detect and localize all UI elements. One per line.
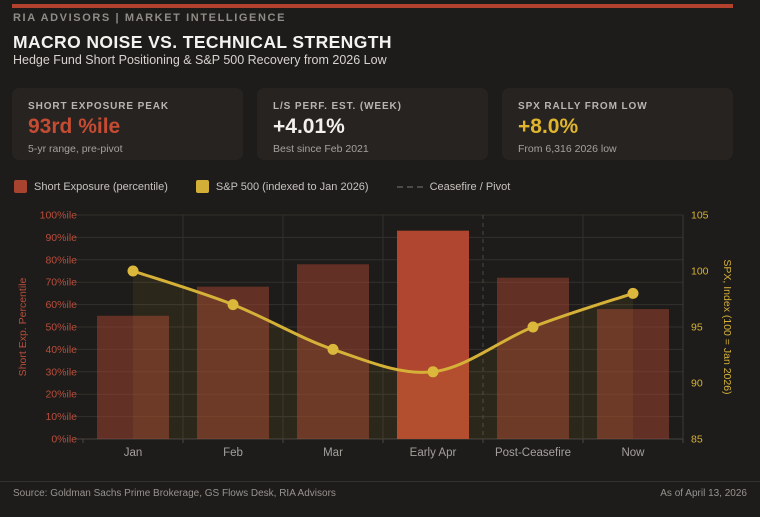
stat-card-spx-rally: SPX RALLY FROM LOW +8.0% From 6,316 2026…	[502, 88, 733, 160]
sp500-point-Post-Ceasefire	[527, 321, 539, 333]
line-series-swatch-icon	[195, 180, 209, 193]
footer-divider	[0, 481, 760, 482]
legend-label: Ceasefire / Pivot	[429, 180, 511, 193]
axis-tick-label: Now	[621, 447, 645, 459]
brand-accent-bar	[12, 4, 733, 8]
sp500-point-Early Apr	[427, 366, 439, 378]
bar-Jan	[97, 315, 169, 439]
axis-tick-label: 105	[691, 210, 709, 222]
page-subtitle: Hedge Fund Short Positioning & S&P 500 R…	[13, 53, 387, 67]
right-axis-title: SPX, Index (100 = Jan 2026)	[721, 259, 733, 394]
stat-card-sub: From 6,316 2026 low	[518, 143, 617, 155]
axis-tick-label: 30%ile	[45, 366, 77, 378]
axis-tick-label: 80%ile	[45, 254, 77, 266]
axis-tick-label: 0%ile	[51, 434, 77, 446]
stat-card-value: 93rd %ile	[28, 115, 121, 138]
bar-Post-Ceasefire	[497, 277, 569, 439]
sp500-point-Now	[627, 287, 639, 299]
axis-tick-label: 40%ile	[45, 344, 77, 356]
stat-card-value: +8.0%	[518, 115, 579, 138]
axis-tick-label: 90%ile	[45, 232, 77, 244]
axis-tick-label: 100%ile	[40, 210, 78, 222]
stat-card-ls-perf: L/S PERF. EST. (WEEK) +4.01% Best since …	[257, 88, 488, 160]
stat-card-label: SHORT EXPOSURE PEAK	[28, 101, 170, 112]
sp500-point-Mar	[327, 343, 339, 355]
legend-label: S&P 500 (indexed to Jan 2026)	[215, 180, 369, 193]
bar-series-swatch-icon	[14, 180, 27, 193]
axis-tick-label: 70%ile	[45, 277, 77, 289]
axis-tick-label: Feb	[223, 447, 243, 459]
legend-item-short-exposure: Short Exposure (percentile)	[14, 180, 168, 193]
axis-tick-label: 20%ile	[45, 389, 77, 401]
bar-Now	[597, 309, 669, 439]
sp500-area-fill	[133, 271, 633, 439]
bar-Feb	[197, 286, 269, 439]
combo-chart: 0%ile 10%ile 20%ile 30%ile 40%ile 50%ile 60%il…	[0, 205, 760, 470]
axis-tick-label: 100	[691, 266, 709, 278]
sp500-point-Jan	[127, 265, 139, 277]
axis-tick-label: 85	[691, 434, 703, 446]
axis-tick-label: Post-Ceasefire	[495, 447, 571, 459]
dashed-line-swatch-icon	[396, 185, 423, 188]
axis-tick-label: 10%ile	[45, 411, 77, 423]
axis-tick-label: 60%ile	[45, 299, 77, 311]
brand-eyebrow: RIA ADVISORS | MARKET INTELLIGENCE	[13, 12, 287, 24]
stat-card-short-exposure: SHORT EXPOSURE PEAK 93rd %ile 5-yr range…	[12, 88, 243, 160]
axis-tick-label: Jan	[124, 447, 143, 459]
chart-canvas: 0%ile 10%ile 20%ile 30%ile 40%ile 50%ile 60%il…	[17, 210, 733, 460]
stat-card-label: L/S PERF. EST. (WEEK)	[273, 101, 402, 112]
axis-tick-label: 90	[691, 378, 703, 390]
axis-tick-label: 95	[691, 322, 703, 334]
legend-item-sp500: S&P 500 (indexed to Jan 2026)	[195, 180, 369, 193]
stat-card-value: +4.01%	[273, 115, 345, 138]
source-note: Source: Goldman Sachs Prime Brokerage, G…	[13, 488, 336, 499]
legend-item-ceasefire: Ceasefire / Pivot	[396, 180, 511, 193]
sp500-point-Feb	[227, 299, 239, 311]
axis-tick-label: Mar	[323, 447, 343, 459]
stat-card-sub: 5-yr range, pre-pivot	[28, 143, 123, 155]
as-of-date: As of April 13, 2026	[660, 488, 747, 499]
sp500-line	[131, 269, 635, 374]
legend-label: Short Exposure (percentile)	[34, 180, 168, 193]
chart-legend: Short Exposure (percentile) S&P 500 (ind…	[14, 180, 528, 193]
stat-card-label: SPX RALLY FROM LOW	[518, 101, 648, 112]
bar-Early Apr	[397, 230, 469, 439]
axis-tick-label: 50%ile	[45, 322, 77, 334]
left-axis-title: Short Exp. Percentile	[17, 278, 29, 377]
stat-card-sub: Best since Feb 2021	[273, 143, 369, 155]
axis-tick-label: Early Apr	[410, 447, 457, 459]
stat-cards-row: SHORT EXPOSURE PEAK 93rd %ile 5-yr range…	[12, 88, 733, 160]
page-title: MACRO NOISE VS. TECHNICAL STRENGTH	[13, 32, 392, 52]
